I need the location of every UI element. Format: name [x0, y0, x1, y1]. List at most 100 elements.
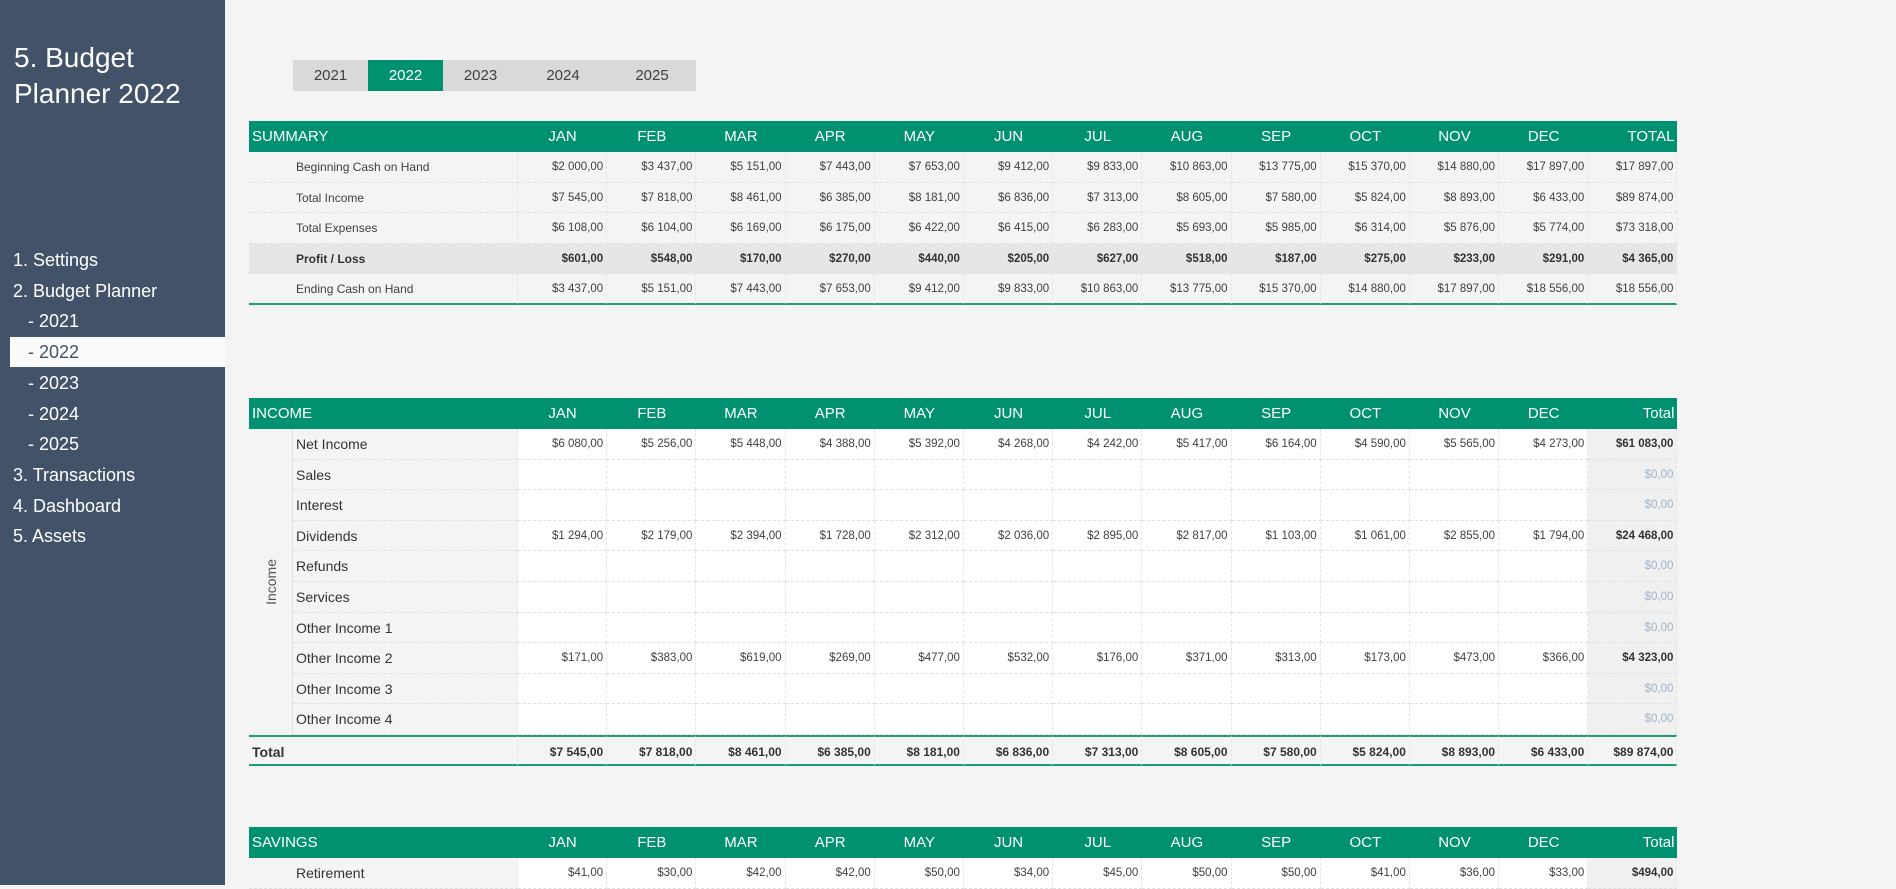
input-cell[interactable]: $532,00 — [963, 643, 1054, 674]
input-cell[interactable]: $45,00 — [1053, 858, 1143, 889]
input-cell[interactable] — [1499, 459, 1589, 491]
input-cell[interactable] — [874, 551, 964, 582]
summary-cell[interactable]: $5 693,00 — [1142, 213, 1232, 244]
input-cell[interactable] — [1409, 490, 1500, 521]
input-cell[interactable]: $1 103,00 — [1231, 520, 1321, 552]
summary-cell[interactable]: $4 365,00 — [1588, 243, 1678, 275]
input-cell[interactable] — [696, 581, 786, 613]
input-cell[interactable]: $366,00 — [1499, 643, 1589, 674]
input-cell[interactable] — [785, 581, 875, 613]
input-cell[interactable]: $5 256,00 — [607, 429, 697, 460]
input-cell[interactable] — [518, 612, 608, 644]
input-cell[interactable] — [1053, 673, 1143, 705]
sidebar-item[interactable]: 3. Transactions — [13, 464, 136, 485]
input-cell[interactable] — [607, 490, 697, 521]
input-cell[interactable] — [1499, 673, 1589, 705]
summary-cell[interactable]: $17 897,00 — [1588, 152, 1678, 183]
input-cell[interactable] — [1053, 490, 1143, 521]
summary-cell[interactable]: $5 876,00 — [1409, 213, 1500, 244]
input-cell[interactable]: $383,00 — [607, 643, 697, 674]
input-cell[interactable]: $6 164,00 — [1231, 429, 1321, 460]
input-cell[interactable] — [696, 551, 786, 582]
input-cell[interactable]: $36,00 — [1409, 858, 1500, 889]
input-cell[interactable] — [696, 490, 786, 521]
summary-cell[interactable]: $13 775,00 — [1142, 274, 1232, 305]
input-cell[interactable] — [696, 459, 786, 491]
input-cell[interactable] — [874, 459, 964, 491]
summary-cell[interactable]: $291,00 — [1499, 243, 1589, 275]
summary-cell[interactable]: $8 893,00 — [1409, 182, 1500, 214]
input-cell[interactable] — [518, 581, 608, 613]
input-cell[interactable] — [1499, 612, 1589, 644]
input-cell[interactable] — [1409, 459, 1500, 491]
input-cell[interactable] — [874, 612, 964, 644]
input-cell[interactable] — [607, 612, 697, 644]
input-cell[interactable]: $6 080,00 — [518, 429, 608, 460]
summary-cell[interactable]: $7 545,00 — [518, 182, 608, 214]
sidebar-item[interactable]: - 2021 — [28, 311, 80, 332]
summary-cell[interactable]: $270,00 — [785, 243, 875, 275]
summary-cell[interactable]: $5 824,00 — [1320, 182, 1410, 214]
input-cell[interactable]: $1 794,00 — [1499, 520, 1589, 552]
input-cell[interactable]: $41,00 — [518, 858, 608, 889]
input-cell[interactable] — [518, 551, 608, 582]
input-cell[interactable]: $269,00 — [785, 643, 875, 674]
input-cell[interactable] — [1409, 551, 1500, 582]
summary-cell[interactable]: $10 863,00 — [1053, 274, 1143, 305]
input-cell[interactable]: $176,00 — [1053, 643, 1143, 674]
input-cell[interactable]: $2 855,00 — [1409, 520, 1500, 552]
input-cell[interactable] — [607, 551, 697, 582]
summary-cell[interactable]: $9 833,00 — [963, 274, 1054, 305]
summary-cell[interactable]: $7 443,00 — [696, 274, 786, 305]
year-tab-2025[interactable]: 2025 — [635, 67, 669, 84]
input-cell[interactable]: $50,00 — [1142, 858, 1232, 889]
sidebar-item[interactable]: - 2023 — [28, 372, 80, 393]
summary-cell[interactable]: $17 897,00 — [1409, 274, 1500, 305]
summary-cell[interactable]: $15 370,00 — [1320, 152, 1410, 183]
input-cell[interactable] — [1142, 551, 1232, 582]
input-cell[interactable] — [1142, 704, 1232, 735]
input-cell[interactable] — [1142, 459, 1232, 491]
input-cell[interactable]: $33,00 — [1499, 858, 1589, 889]
input-cell[interactable] — [1320, 704, 1410, 735]
summary-cell[interactable]: $187,00 — [1231, 243, 1321, 275]
input-cell[interactable] — [607, 459, 697, 491]
input-cell[interactable] — [1409, 673, 1500, 705]
input-cell[interactable] — [1499, 704, 1589, 735]
input-cell[interactable]: $2 394,00 — [696, 520, 786, 552]
input-cell[interactable] — [1499, 551, 1589, 582]
input-cell[interactable] — [963, 459, 1054, 491]
input-cell[interactable] — [1142, 581, 1232, 613]
summary-cell[interactable]: $73 318,00 — [1588, 213, 1678, 244]
sidebar-item[interactable]: 2. Budget Planner — [13, 280, 158, 301]
summary-cell[interactable]: $205,00 — [963, 243, 1054, 275]
input-cell[interactable] — [1053, 459, 1143, 491]
input-cell[interactable] — [518, 704, 608, 735]
input-cell[interactable] — [963, 581, 1054, 613]
input-cell[interactable]: $50,00 — [1231, 858, 1321, 889]
input-cell[interactable]: $30,00 — [607, 858, 697, 889]
input-cell[interactable]: $1 728,00 — [785, 520, 875, 552]
input-cell[interactable]: $4 273,00 — [1499, 429, 1589, 460]
input-cell[interactable]: $42,00 — [785, 858, 875, 889]
summary-cell[interactable]: $6 433,00 — [1499, 182, 1589, 214]
summary-cell[interactable]: $170,00 — [696, 243, 786, 275]
summary-cell[interactable]: $601,00 — [518, 243, 608, 275]
input-cell[interactable] — [518, 490, 608, 521]
input-cell[interactable]: $4 268,00 — [963, 429, 1054, 460]
summary-cell[interactable]: $8 181,00 — [874, 182, 964, 214]
summary-cell[interactable]: $6 314,00 — [1320, 213, 1410, 244]
summary-cell[interactable]: $627,00 — [1053, 243, 1143, 275]
input-cell[interactable]: $5 448,00 — [696, 429, 786, 460]
summary-cell[interactable]: $518,00 — [1142, 243, 1232, 275]
input-cell[interactable] — [785, 704, 875, 735]
input-cell[interactable]: $4 388,00 — [785, 429, 875, 460]
input-cell[interactable] — [1231, 459, 1321, 491]
summary-cell[interactable]: $5 151,00 — [607, 274, 697, 305]
sidebar-item[interactable]: - 2022 — [10, 337, 225, 368]
year-tab-2022[interactable]: 2022 — [368, 60, 443, 91]
input-cell[interactable]: $619,00 — [696, 643, 786, 674]
input-cell[interactable] — [518, 459, 608, 491]
summary-cell[interactable]: $18 556,00 — [1588, 274, 1678, 305]
input-cell[interactable] — [874, 673, 964, 705]
